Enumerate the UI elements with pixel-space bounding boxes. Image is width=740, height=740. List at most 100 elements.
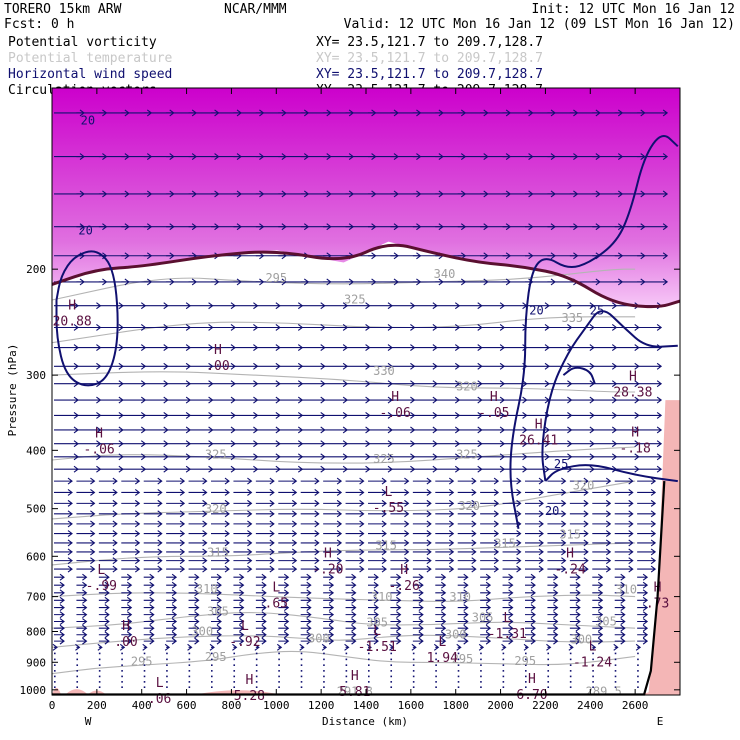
wind-vector — [547, 631, 559, 639]
wind-vector — [233, 548, 253, 556]
wind-vector — [233, 344, 259, 352]
wind-vector — [76, 618, 88, 625]
wind-vector — [435, 631, 447, 639]
wind-vector — [569, 539, 589, 547]
wind-vector — [525, 611, 536, 619]
wind-vector — [637, 510, 657, 518]
wind-vector-dot — [480, 664, 482, 666]
wind-vector — [412, 453, 438, 461]
wind-vector — [390, 611, 402, 619]
wind-vector — [525, 624, 536, 632]
wind-vector — [166, 589, 178, 597]
wind-vector — [592, 581, 604, 589]
extremum-marker: L — [385, 485, 393, 500]
contour-label: 310 — [615, 583, 637, 597]
wind-vector — [54, 396, 79, 404]
wind-vector — [143, 530, 163, 538]
wind-vector — [166, 396, 192, 404]
wind-vector-dot — [547, 664, 550, 666]
wind-vector-dot — [480, 686, 482, 688]
wind-vector — [300, 604, 312, 612]
wind-vector-dot — [166, 664, 168, 666]
extremum-marker: L — [97, 563, 105, 578]
wind-vector — [480, 440, 506, 448]
wind-vector-dot — [278, 652, 280, 655]
wind-vector — [412, 302, 438, 310]
wind-vector-dot — [278, 670, 280, 672]
wind-vector-dot — [278, 658, 280, 661]
wind-vector — [233, 440, 259, 448]
wind-vector-dot — [480, 675, 482, 678]
wind-vector-dot — [166, 686, 168, 688]
contour-label: 315 — [559, 527, 581, 541]
wind-vector — [323, 520, 343, 528]
wind-vector — [412, 440, 438, 448]
wind-vector — [233, 499, 253, 507]
wind-vector — [211, 557, 230, 565]
wind-vector — [592, 548, 612, 556]
wind-vector-dot — [345, 675, 348, 678]
wind-vector — [278, 604, 290, 612]
wind-vector — [547, 499, 567, 507]
wind-vector — [300, 302, 326, 310]
wind-vector — [321, 643, 328, 651]
wind-vector — [143, 489, 163, 496]
wind-vector — [569, 589, 581, 597]
wind-vector-dot — [98, 670, 101, 672]
wind-vector — [368, 510, 387, 518]
wind-vector — [54, 631, 65, 639]
wind-vector — [635, 643, 642, 651]
wind-vector-dot — [211, 658, 213, 661]
surface-pv-patch — [65, 689, 88, 695]
wind-vector — [435, 573, 447, 581]
wind-vector — [76, 411, 102, 419]
wind-vector-dot — [435, 658, 437, 661]
wind-vector-dot — [211, 675, 213, 678]
wind-vector — [188, 589, 200, 597]
wind-vector — [54, 624, 65, 632]
x-tick-label: 1600 — [398, 699, 425, 712]
extremum-marker: L — [156, 676, 164, 691]
wind-vector — [480, 324, 506, 331]
wind-vector — [211, 465, 236, 473]
wind-vector — [412, 631, 424, 639]
wind-vector — [366, 643, 372, 651]
extremum-marker: H — [490, 390, 498, 405]
wind-vector — [233, 624, 245, 632]
wind-vector-dot — [211, 664, 213, 666]
wind-vector — [121, 573, 133, 581]
extremum-value: -.18 — [619, 442, 650, 457]
wind-speed-contour — [541, 310, 678, 482]
wind-vector — [76, 631, 88, 639]
wind-vector — [412, 477, 432, 485]
wind-vector — [547, 411, 573, 419]
theta-isoline — [51, 634, 636, 648]
wind-vector — [502, 539, 522, 547]
wind-vector-dot — [412, 670, 415, 672]
wind-vector — [480, 604, 492, 612]
wind-vector-dot — [569, 658, 572, 661]
wind-vector — [502, 344, 528, 352]
wind-vector — [54, 411, 79, 419]
wind-vector — [143, 520, 163, 528]
legend-theta-xy: XY= 23.5,121.7 to 209.7,128.7 — [316, 51, 543, 66]
wind-vector — [547, 510, 567, 518]
wind-vector — [76, 465, 102, 473]
wind-vector — [278, 631, 290, 639]
wind-vector-dot — [637, 664, 639, 666]
wind-vector — [166, 539, 186, 547]
wind-vector — [412, 565, 432, 573]
wind-vector — [502, 465, 528, 473]
wind-vector — [547, 324, 573, 331]
wind-vector — [592, 520, 612, 528]
wind-vector — [98, 465, 124, 473]
extremum-value: -1.51 — [358, 640, 397, 655]
wind-vector — [278, 530, 298, 538]
wind-vector-dot — [143, 675, 146, 678]
legend-theta-label: Potential temperature — [8, 51, 173, 66]
wind-vector-dot — [457, 675, 460, 678]
wind-vector-dot — [233, 652, 236, 655]
wind-vector — [345, 618, 357, 625]
wind-vector — [525, 362, 550, 370]
wind-vector-dot — [323, 675, 325, 678]
